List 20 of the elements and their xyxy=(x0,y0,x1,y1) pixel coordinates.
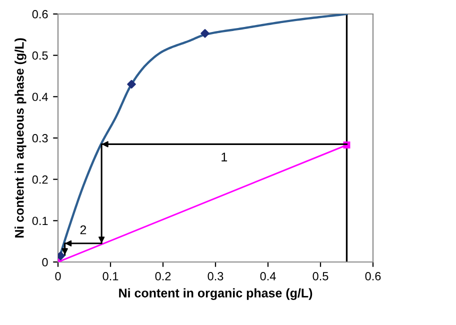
x-tick-label: 0.5 xyxy=(312,272,328,280)
y-tick-label: 0.1 xyxy=(32,216,48,226)
x-tick-label: 0.2 xyxy=(155,272,171,280)
y-tick-label: 0.2 xyxy=(32,175,48,184)
annotation: 1 xyxy=(222,152,228,162)
x-tick-label: 0.3 xyxy=(208,272,224,280)
x-axis-title: Ni content in organic phase (g/L) xyxy=(119,288,312,300)
point xyxy=(127,80,136,89)
point xyxy=(200,29,210,38)
y-tick-label: 0.5 xyxy=(32,51,48,60)
y-tick-label: 0.4 xyxy=(32,92,48,102)
y-axis-title: Ni content in aqueous phase (g/L) xyxy=(14,38,26,238)
x-tick-label: 0.6 xyxy=(365,272,381,280)
y-tick-label: 0.6 xyxy=(32,10,48,18)
annotation: 2 xyxy=(80,225,86,234)
x-tick-label: 0.4 xyxy=(260,272,276,280)
x-tick-label: 0 xyxy=(55,272,61,280)
y-tick-label: 0 xyxy=(42,258,48,266)
x-tick-label: 0.1 xyxy=(102,272,118,280)
y-tick-label: 0.3 xyxy=(32,134,48,142)
